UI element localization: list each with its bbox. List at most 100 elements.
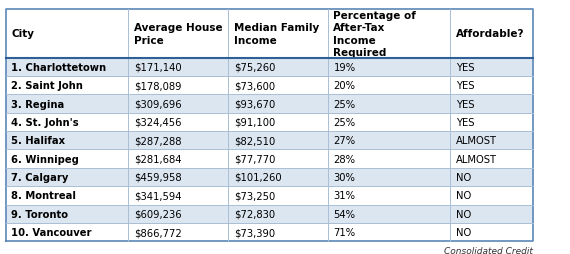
Bar: [328, 113, 450, 132]
Bar: [128, 113, 228, 132]
Bar: [6, 132, 128, 150]
Text: 25%: 25%: [333, 117, 356, 128]
Bar: [6, 150, 128, 168]
Text: 54%: 54%: [333, 209, 356, 219]
Bar: [450, 95, 533, 113]
Bar: [328, 58, 450, 77]
Text: 9. Toronto: 9. Toronto: [11, 209, 68, 219]
Bar: [328, 186, 450, 205]
Bar: [328, 132, 450, 150]
Text: $171,140: $171,140: [134, 62, 182, 73]
Bar: [128, 205, 228, 223]
Bar: [328, 205, 450, 223]
Text: YES: YES: [456, 99, 474, 109]
Bar: [6, 10, 128, 58]
Bar: [228, 77, 328, 95]
Bar: [450, 113, 533, 132]
Text: $93,670: $93,670: [234, 99, 275, 109]
Text: 10. Vancouver: 10. Vancouver: [11, 227, 92, 237]
Bar: [450, 168, 533, 186]
Text: $73,600: $73,600: [234, 81, 275, 91]
Bar: [6, 168, 128, 186]
Bar: [228, 10, 328, 58]
Text: Percentage of
After-Tax
Income
Required: Percentage of After-Tax Income Required: [333, 11, 416, 58]
Bar: [328, 150, 450, 168]
Bar: [128, 168, 228, 186]
Text: 25%: 25%: [333, 99, 356, 109]
Text: 71%: 71%: [333, 227, 356, 237]
Bar: [128, 223, 228, 241]
Text: $324,456: $324,456: [134, 117, 181, 128]
Text: 31%: 31%: [333, 190, 356, 201]
Bar: [6, 95, 128, 113]
Text: 20%: 20%: [333, 81, 356, 91]
Bar: [6, 223, 128, 241]
Text: $101,260: $101,260: [234, 172, 282, 182]
Bar: [328, 223, 450, 241]
Text: 19%: 19%: [333, 62, 356, 73]
Text: Consolidated Credit: Consolidated Credit: [444, 246, 533, 254]
Text: 7. Calgary: 7. Calgary: [11, 172, 69, 182]
Bar: [6, 58, 128, 77]
Bar: [450, 132, 533, 150]
Bar: [6, 205, 128, 223]
Text: $178,089: $178,089: [134, 81, 181, 91]
Text: Affordable?: Affordable?: [456, 29, 524, 39]
Text: Median Family
Income: Median Family Income: [234, 23, 319, 45]
Text: 6. Winnipeg: 6. Winnipeg: [11, 154, 79, 164]
Bar: [228, 113, 328, 132]
Bar: [228, 186, 328, 205]
Bar: [128, 58, 228, 77]
Text: $609,236: $609,236: [134, 209, 182, 219]
Text: $309,696: $309,696: [134, 99, 182, 109]
Text: $341,594: $341,594: [134, 190, 181, 201]
Bar: [328, 10, 450, 58]
Text: $72,830: $72,830: [234, 209, 275, 219]
Text: 1. Charlottetown: 1. Charlottetown: [11, 62, 107, 73]
Text: $281,684: $281,684: [134, 154, 181, 164]
Bar: [228, 223, 328, 241]
Bar: [328, 95, 450, 113]
Bar: [128, 150, 228, 168]
Text: 5. Halifax: 5. Halifax: [11, 136, 66, 146]
Text: ALMOST: ALMOST: [456, 136, 497, 146]
Text: YES: YES: [456, 117, 474, 128]
Text: YES: YES: [456, 81, 474, 91]
Text: NO: NO: [456, 190, 471, 201]
Text: 27%: 27%: [333, 136, 356, 146]
Bar: [328, 168, 450, 186]
Bar: [450, 150, 533, 168]
Text: $459,958: $459,958: [134, 172, 182, 182]
Text: $73,250: $73,250: [234, 190, 275, 201]
Text: 8. Montreal: 8. Montreal: [11, 190, 76, 201]
Text: $77,770: $77,770: [234, 154, 275, 164]
Text: ALMOST: ALMOST: [456, 154, 497, 164]
Text: $866,772: $866,772: [134, 227, 182, 237]
Text: Average House
Price: Average House Price: [134, 23, 222, 45]
Bar: [128, 10, 228, 58]
Bar: [228, 168, 328, 186]
Bar: [450, 77, 533, 95]
Bar: [6, 186, 128, 205]
Text: YES: YES: [456, 62, 474, 73]
Bar: [228, 150, 328, 168]
Text: 30%: 30%: [333, 172, 355, 182]
Bar: [450, 10, 533, 58]
Text: $91,100: $91,100: [234, 117, 275, 128]
Bar: [228, 95, 328, 113]
Bar: [128, 77, 228, 95]
Bar: [128, 95, 228, 113]
Bar: [6, 113, 128, 132]
Bar: [450, 205, 533, 223]
Bar: [128, 186, 228, 205]
Bar: [228, 132, 328, 150]
Bar: [228, 58, 328, 77]
Text: City: City: [11, 29, 34, 39]
Bar: [228, 205, 328, 223]
Bar: [450, 186, 533, 205]
Text: $82,510: $82,510: [234, 136, 275, 146]
Bar: [6, 77, 128, 95]
Bar: [328, 77, 450, 95]
Bar: [128, 132, 228, 150]
Text: $73,390: $73,390: [234, 227, 275, 237]
